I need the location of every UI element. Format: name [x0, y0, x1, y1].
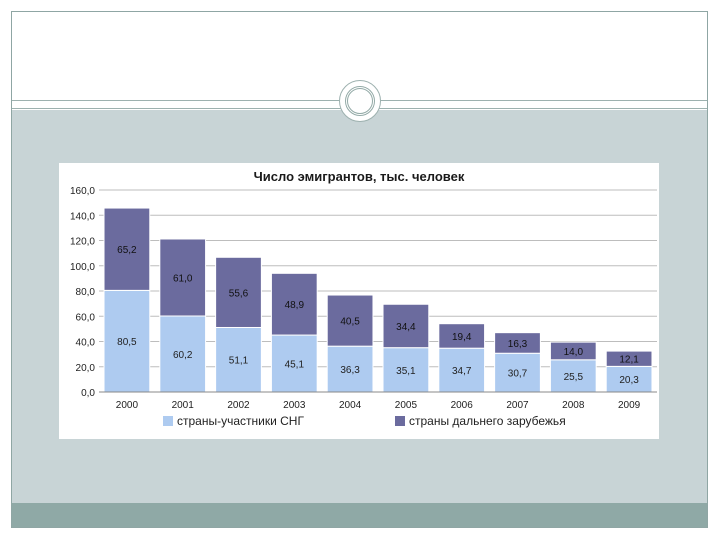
data-label-cis: 60,2	[173, 350, 193, 361]
bar-cis	[103, 289, 151, 393]
bar-far	[326, 294, 374, 347]
data-label-far: 48,9	[285, 300, 305, 311]
x-tick-label: 2005	[395, 400, 418, 411]
bar-cis	[605, 365, 653, 393]
bar-far	[270, 272, 318, 336]
data-label-far: 12,1	[619, 355, 639, 366]
y-tick-label: 120,0	[70, 237, 95, 248]
x-tick-label: 2004	[339, 400, 362, 411]
x-tick-label: 2007	[506, 400, 529, 411]
data-label-cis: 30,7	[508, 369, 528, 380]
slide-footer	[12, 503, 707, 527]
bar-cis	[494, 352, 541, 393]
circle-ornament-inner	[345, 86, 375, 116]
legend-swatch-cis	[163, 416, 173, 426]
data-label-far: 14,0	[564, 347, 584, 358]
data-label-far: 34,4	[396, 322, 416, 333]
data-label-cis: 20,3	[619, 375, 639, 386]
bar-far	[159, 238, 207, 317]
y-tick-label: 140,0	[70, 211, 95, 222]
x-tick-label: 2002	[227, 400, 250, 411]
x-tick-label: 2008	[562, 400, 585, 411]
bar-far	[103, 207, 151, 291]
y-tick-label: 160,0	[70, 186, 95, 197]
bar-far	[438, 323, 486, 349]
data-label-far: 16,3	[508, 339, 528, 350]
data-label-cis: 45,1	[285, 360, 305, 371]
legend-label-far: страны дальнего зарубежья	[409, 414, 566, 428]
chart-panel: Число эмигрантов, тыс. человек 0,0 20,0 40…	[59, 163, 659, 439]
bar-far	[382, 303, 430, 349]
bar-far	[215, 256, 262, 328]
bar-cis	[159, 315, 207, 393]
bar-far	[605, 350, 653, 367]
data-label-cis: 80,5	[117, 337, 137, 348]
data-label-far: 55,6	[229, 288, 249, 299]
data-label-cis: 35,1	[396, 366, 416, 377]
chart-title: Число эмигрантов, тыс. человек	[253, 169, 465, 184]
chart-svg: 0,0 20,0 40,0 60,0 80,0 100,0 120,0 140,0 160,0 8…	[70, 186, 657, 428]
data-label-cis: 34,7	[452, 366, 472, 377]
bar-cis	[438, 347, 486, 393]
bar-cis	[382, 347, 430, 393]
circle-ornament-icon	[339, 80, 381, 122]
x-tick-label: 2001	[172, 400, 195, 411]
x-tick-label: 2000	[116, 400, 139, 411]
bar-cis	[326, 345, 374, 393]
legend-label-cis: страны-участники СНГ	[177, 414, 304, 428]
bar-far	[494, 332, 541, 354]
y-tick-label: 100,0	[70, 262, 95, 273]
data-label-far: 61,0	[173, 273, 193, 284]
data-label-cis: 25,5	[564, 372, 584, 383]
y-tick-label: 60,0	[76, 312, 96, 323]
x-tick-label: 2006	[451, 400, 474, 411]
bar-cis	[270, 334, 318, 393]
data-label-far: 40,5	[340, 317, 360, 328]
data-label-far: 19,4	[452, 332, 472, 343]
bar-cis	[215, 326, 262, 393]
data-label-cis: 36,3	[340, 365, 360, 376]
y-tick-label: 80,0	[76, 287, 96, 298]
bar-far	[549, 341, 597, 361]
data-label-cis: 51,1	[229, 356, 249, 367]
y-tick-label: 20,0	[76, 363, 96, 374]
data-label-far: 65,2	[117, 245, 137, 256]
x-tick-label: 2003	[283, 400, 306, 411]
y-tick-label: 40,0	[76, 338, 96, 349]
x-tick-label: 2009	[618, 400, 641, 411]
legend-swatch-far	[395, 416, 405, 426]
y-tick-label: 0,0	[81, 388, 95, 399]
